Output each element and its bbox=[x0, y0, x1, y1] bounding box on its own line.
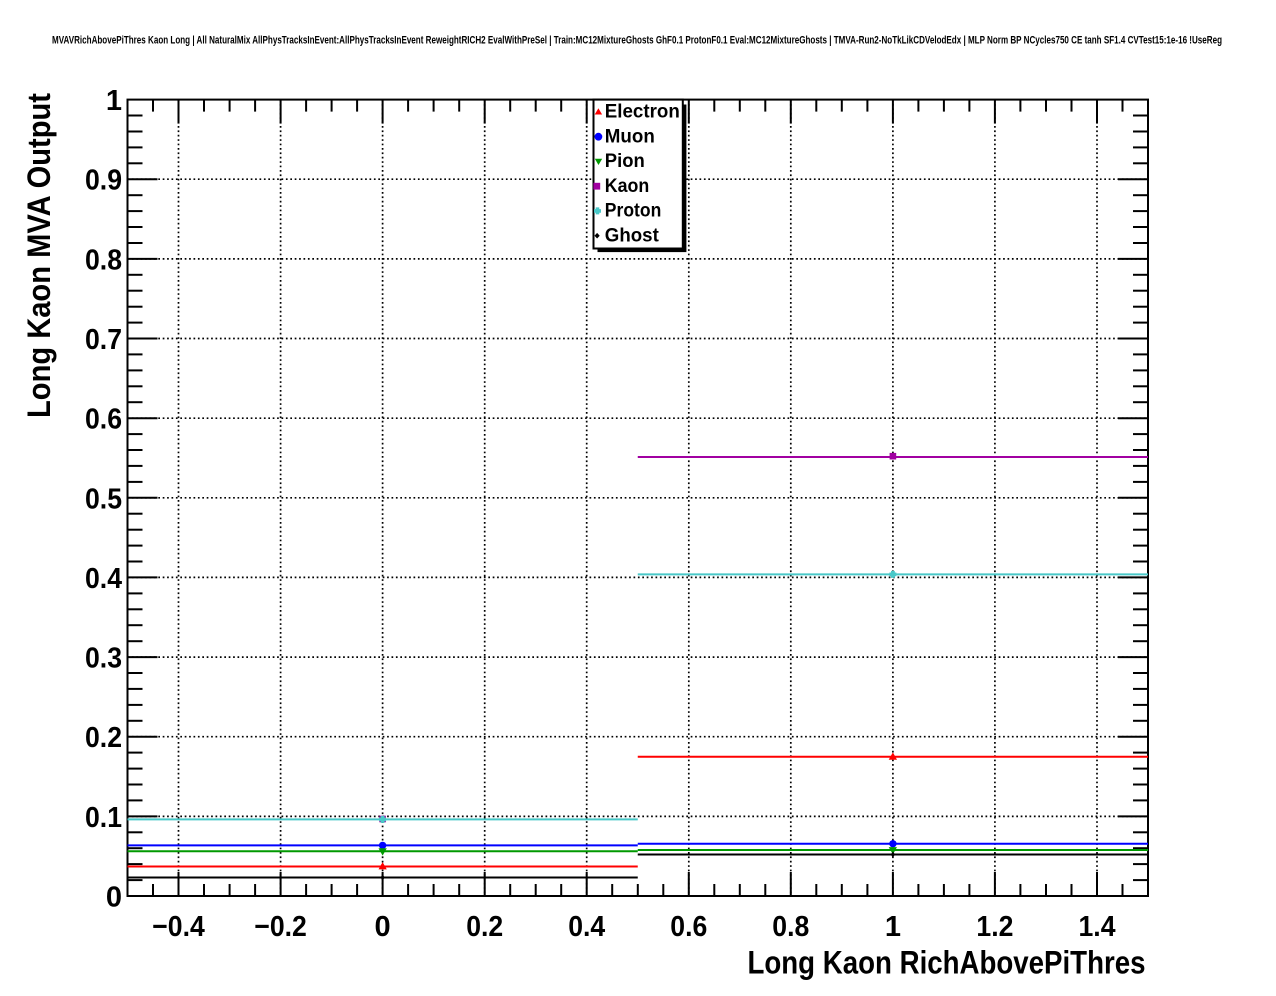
svg-text:1.4: 1.4 bbox=[1079, 911, 1116, 943]
svg-text:0.8: 0.8 bbox=[85, 244, 122, 276]
svg-text:0.6: 0.6 bbox=[85, 404, 122, 436]
svg-text:MVAVRichAbovePiThres Kaon Long: MVAVRichAbovePiThres Kaon Long | All Nat… bbox=[52, 35, 1222, 47]
svg-text:0: 0 bbox=[375, 911, 391, 943]
svg-text:1.2: 1.2 bbox=[976, 911, 1013, 943]
svg-text:0: 0 bbox=[106, 882, 122, 914]
svg-text:0.9: 0.9 bbox=[85, 165, 122, 197]
svg-text:0.3: 0.3 bbox=[85, 643, 122, 675]
svg-text:−0.4: −0.4 bbox=[152, 911, 205, 943]
svg-text:0.2: 0.2 bbox=[85, 722, 122, 754]
svg-text:0.1: 0.1 bbox=[85, 802, 122, 834]
svg-text:0.4: 0.4 bbox=[568, 911, 605, 943]
svg-text:−0.2: −0.2 bbox=[254, 911, 307, 943]
svg-text:0.4: 0.4 bbox=[85, 563, 122, 595]
svg-text:Electron: Electron bbox=[605, 102, 680, 123]
svg-text:0.8: 0.8 bbox=[772, 911, 809, 943]
svg-text:0.7: 0.7 bbox=[85, 324, 122, 356]
svg-text:1: 1 bbox=[885, 911, 901, 943]
svg-text:Ghost: Ghost bbox=[605, 225, 660, 246]
svg-text:Kaon: Kaon bbox=[605, 176, 650, 197]
svg-text:1: 1 bbox=[106, 85, 122, 117]
svg-text:0.6: 0.6 bbox=[670, 911, 707, 943]
svg-text:0.5: 0.5 bbox=[85, 483, 122, 515]
svg-text:0.2: 0.2 bbox=[466, 911, 503, 943]
svg-text:Muon: Muon bbox=[605, 126, 655, 147]
svg-text:Long Kaon RichAbovePiThres: Long Kaon RichAbovePiThres bbox=[748, 945, 1146, 981]
svg-text:Pion: Pion bbox=[605, 151, 645, 172]
svg-text:Proton: Proton bbox=[605, 201, 662, 222]
svg-text:Long Kaon MVA Output: Long Kaon MVA Output bbox=[21, 93, 57, 418]
